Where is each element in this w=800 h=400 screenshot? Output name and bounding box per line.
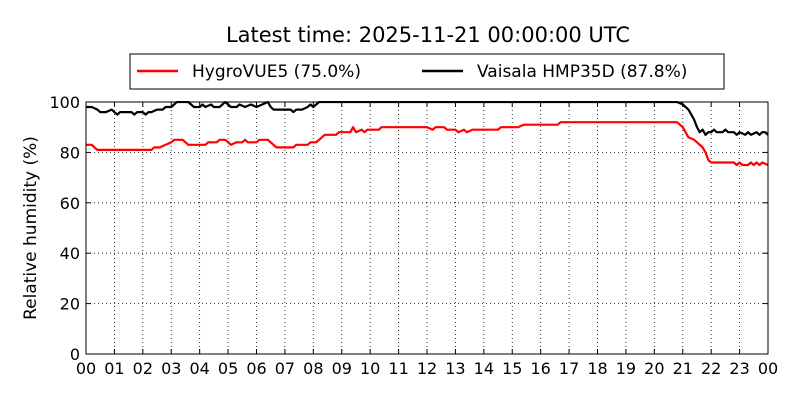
x-tick-label: 18 bbox=[587, 359, 607, 378]
x-tick-label: 00 bbox=[76, 359, 96, 378]
x-tick-label: 03 bbox=[161, 359, 181, 378]
y-tick-label: 100 bbox=[49, 93, 80, 112]
x-tick-label: 11 bbox=[388, 359, 408, 378]
x-tick-label: 00 bbox=[758, 359, 778, 378]
series-line-vaisala bbox=[86, 101, 768, 136]
y-tick-label: 20 bbox=[60, 295, 80, 314]
x-tick-label: 20 bbox=[644, 359, 664, 378]
x-tick-label: 12 bbox=[417, 359, 437, 378]
x-tick-label: 15 bbox=[502, 359, 522, 378]
x-tick-label: 23 bbox=[729, 359, 749, 378]
y-tick-label: 80 bbox=[60, 143, 80, 162]
x-tick-label: 21 bbox=[673, 359, 693, 378]
x-tick-label: 02 bbox=[133, 359, 153, 378]
x-tick-label: 19 bbox=[616, 359, 636, 378]
x-tick-label: 17 bbox=[559, 359, 579, 378]
x-tick-label: 14 bbox=[474, 359, 494, 378]
y-axis-label: Relative humidity (%) bbox=[21, 136, 41, 320]
x-tick-label: 05 bbox=[218, 359, 238, 378]
legend: HygroVUE5 (75.0%) Vaisala HMP35D (87.8%) bbox=[129, 53, 725, 90]
x-tick-label: 13 bbox=[445, 359, 465, 378]
x-tick-label: 04 bbox=[189, 359, 209, 378]
y-tick-label: 60 bbox=[60, 194, 80, 213]
x-tick-label: 22 bbox=[701, 359, 721, 378]
plot-area: 00 01 02 03 04 05 06 07 08 09 10 11 12 13 14 15 16 17 18 19… bbox=[49, 93, 778, 378]
y-tick-label: 0 bbox=[70, 345, 80, 364]
legend-label-vaisala: Vaisala HMP35D (87.8%) bbox=[477, 62, 687, 82]
x-tick-label: 10 bbox=[360, 359, 380, 378]
x-tick-label: 06 bbox=[246, 359, 266, 378]
series-line-hygrovue5 bbox=[86, 121, 768, 167]
x-tick-label: 01 bbox=[104, 359, 124, 378]
x-tick-label: 16 bbox=[530, 359, 550, 378]
x-tick-label: 07 bbox=[275, 359, 295, 378]
x-tick-label: 09 bbox=[332, 359, 352, 378]
legend-label-hygrovue5: HygroVUE5 (75.0%) bbox=[192, 62, 361, 82]
y-tick-label: 40 bbox=[60, 244, 80, 263]
x-tick-label: 08 bbox=[303, 359, 323, 378]
chart-title: Latest time: 2025-11-21 00:00:00 UTC bbox=[226, 23, 630, 47]
